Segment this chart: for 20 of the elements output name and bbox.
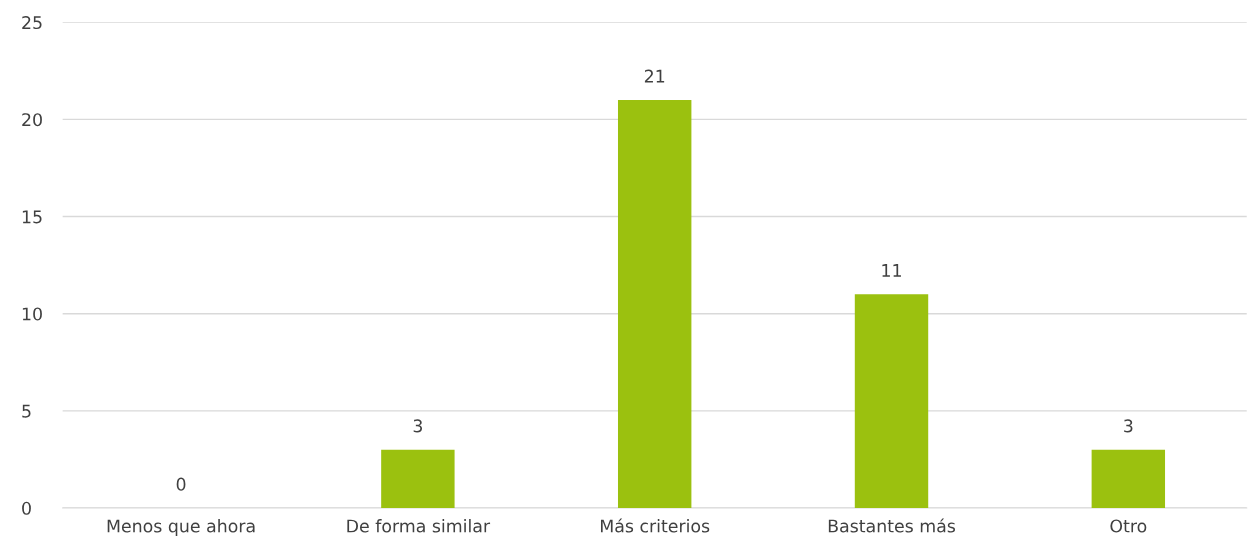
data-label: 21 (644, 69, 665, 83)
bar (854, 294, 929, 508)
x-tick-label: Más criterios (601, 518, 710, 533)
data-label: 11 (882, 264, 901, 277)
x-tick-label: Menos que ahora (107, 519, 255, 536)
y-tick-label: 15 (22, 210, 42, 224)
y-tick-label: 10 (22, 307, 42, 321)
y-tick-label: 0 (22, 501, 31, 515)
x-tick-label: Otro (1110, 519, 1147, 533)
data-label: 0 (176, 477, 186, 491)
data-label: 3 (413, 419, 423, 433)
y-tick-label: 25 (22, 15, 42, 30)
bar (617, 99, 692, 508)
x-tick-label: Bastantes más (828, 518, 956, 533)
bar (1091, 449, 1166, 508)
y-tick-label: 20 (22, 113, 42, 127)
x-tick-label: De forma similar (347, 519, 491, 533)
y-tick-label: 5 (22, 404, 31, 418)
data-label: 3 (1124, 419, 1133, 433)
bar (381, 449, 455, 508)
